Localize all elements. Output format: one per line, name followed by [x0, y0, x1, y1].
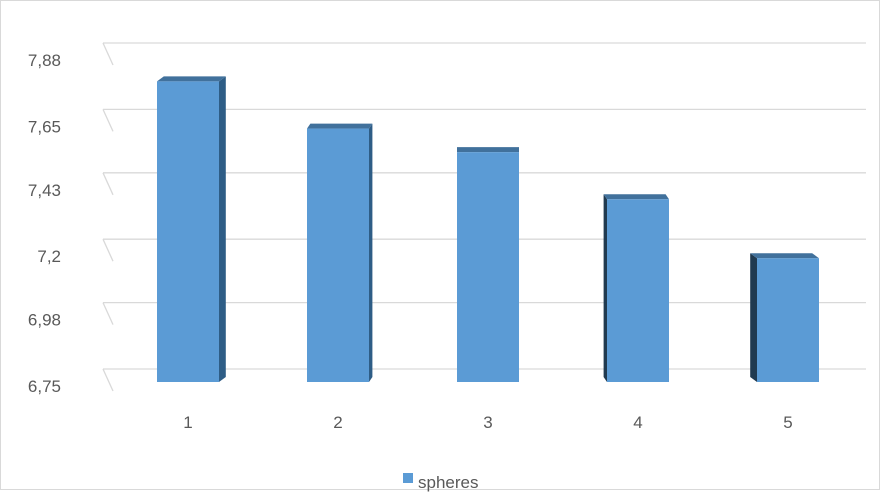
y-tick-label: 7,2	[37, 247, 61, 266]
bar-top	[750, 253, 819, 259]
legend-label-spheres: spheres	[418, 473, 478, 492]
bar-side	[750, 253, 757, 382]
bar-top	[307, 123, 373, 129]
bar-front	[307, 128, 369, 382]
legend: spheres	[403, 473, 478, 492]
y-tick-label: 6,75	[28, 377, 61, 396]
x-tick-label: 3	[483, 413, 492, 432]
bar-side	[603, 194, 607, 382]
bars	[157, 76, 819, 383]
gridline-depth	[102, 109, 114, 132]
y-tick-label: 7,65	[28, 117, 61, 136]
x-tick-label: 1	[183, 413, 192, 432]
x-tick-label: 5	[783, 413, 792, 432]
y-tick-label: 7,88	[28, 51, 61, 70]
x-axis-tick-labels: 1 2 3 4 5	[183, 413, 792, 432]
bar-top	[157, 76, 226, 82]
bar	[750, 253, 819, 382]
gridline-depth	[102, 302, 114, 325]
y-tick-label: 6,98	[28, 311, 61, 330]
bar	[603, 194, 669, 382]
gridline-depth	[102, 172, 114, 196]
bar-front	[157, 81, 219, 383]
bar-side	[369, 123, 373, 382]
bar-front	[757, 258, 819, 382]
y-tick-label: 7,43	[28, 181, 61, 200]
legend-swatch-spheres	[403, 473, 413, 483]
bar-front	[607, 199, 669, 382]
gridline-depth	[102, 368, 114, 392]
y-axis-tick-labels: 6,75 6,98 7,2 7,43 7,65 7,88	[28, 51, 61, 396]
bar-front	[457, 152, 519, 382]
bar-side	[219, 76, 226, 383]
gridline-depth	[102, 238, 114, 262]
bar	[157, 76, 226, 383]
bar-top	[603, 194, 669, 200]
bar	[457, 147, 519, 382]
x-tick-label: 2	[333, 413, 342, 432]
x-tick-label: 4	[633, 413, 642, 432]
bar	[307, 123, 373, 382]
bar-top	[457, 147, 519, 153]
gridline-depth	[102, 42, 114, 66]
